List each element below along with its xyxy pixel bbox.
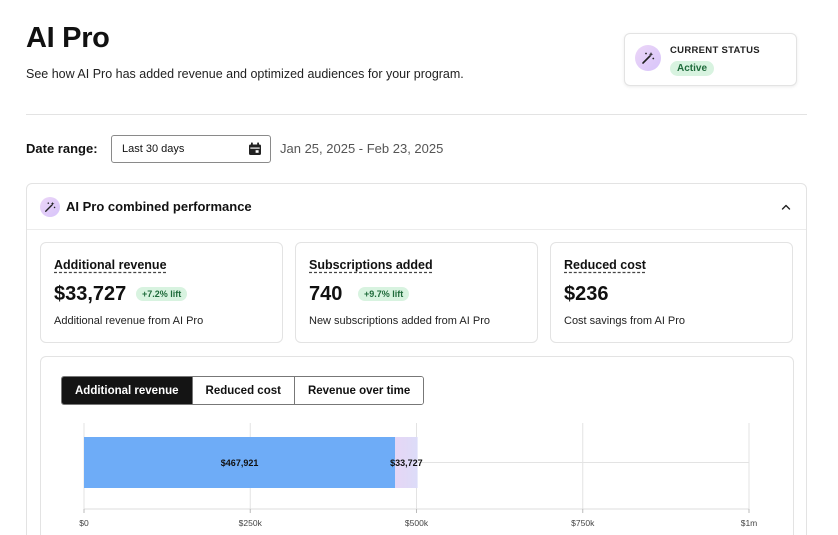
x-tick-label: $1m	[741, 518, 758, 528]
metric-title[interactable]: Reduced cost	[564, 258, 646, 272]
calendar-icon	[248, 142, 262, 161]
x-tick-label: $750k	[571, 518, 595, 528]
bar-data-label: $467,921	[221, 458, 259, 468]
tab-additional-revenue[interactable]: Additional revenue	[62, 377, 192, 404]
performance-card: AI Pro combined performance Additional r…	[26, 183, 807, 535]
bar-ai-pro-revenue	[395, 437, 418, 488]
date-range-value: Last 30 days	[122, 143, 185, 155]
metric-card-reduced-cost: Reduced cost $236 Cost savings from AI P…	[550, 242, 793, 343]
page-title: AI Pro	[26, 22, 110, 54]
divider	[26, 114, 807, 115]
magic-wand-icon	[40, 197, 60, 217]
chevron-up-icon[interactable]	[780, 200, 792, 218]
performance-header[interactable]: AI Pro combined performance	[27, 184, 806, 230]
metric-title[interactable]: Additional revenue	[54, 258, 167, 272]
bar-baseline-revenue	[84, 437, 396, 488]
date-range-select[interactable]: Last 30 days	[111, 135, 271, 163]
x-tick-label: $0	[79, 518, 89, 528]
bar-data-label: $33,727	[390, 458, 423, 468]
x-tick-label: $500k	[405, 518, 429, 528]
metric-value: 740	[309, 283, 343, 305]
metric-card-subscriptions-added: Subscriptions added 740 +9.7% lift New s…	[295, 242, 538, 343]
revenue-bar-chart: $0 $250k $500k $750k $1m $467,921 $33,727	[79, 423, 758, 528]
status-badge: Active	[670, 61, 715, 76]
metric-description: Additional revenue from AI Pro	[54, 315, 204, 327]
metric-title[interactable]: Subscriptions added	[309, 258, 433, 272]
chart-tab-group: Additional revenue Reduced cost Revenue …	[61, 376, 425, 405]
tab-revenue-over-time[interactable]: Revenue over time	[293, 377, 424, 404]
date-range-label: Date range:	[26, 141, 98, 156]
performance-title: AI Pro combined performance	[66, 199, 252, 214]
tab-reduced-cost[interactable]: Reduced cost	[191, 377, 294, 404]
lift-badge: +7.2% lift	[136, 287, 188, 301]
metric-value: $236	[564, 283, 609, 305]
lift-badge: +9.7% lift	[358, 287, 410, 301]
page-subtitle: See how AI Pro has added revenue and opt…	[26, 67, 464, 81]
magic-wand-icon	[635, 45, 661, 71]
chart-card: Additional revenue Reduced cost Revenue …	[40, 356, 794, 535]
metric-description: Cost savings from AI Pro	[564, 315, 686, 327]
status-card: CURRENT STATUS Active	[624, 33, 797, 86]
x-tick-label: $250k	[239, 518, 263, 528]
metric-description: New subscriptions added from AI Pro	[309, 315, 490, 327]
metric-card-additional-revenue: Additional revenue $33,727 +7.2% lift Ad…	[40, 242, 283, 343]
date-range-text: Jan 25, 2025 - Feb 23, 2025	[280, 141, 444, 156]
status-label: CURRENT STATUS	[670, 45, 760, 56]
metric-value: $33,727	[54, 283, 127, 305]
